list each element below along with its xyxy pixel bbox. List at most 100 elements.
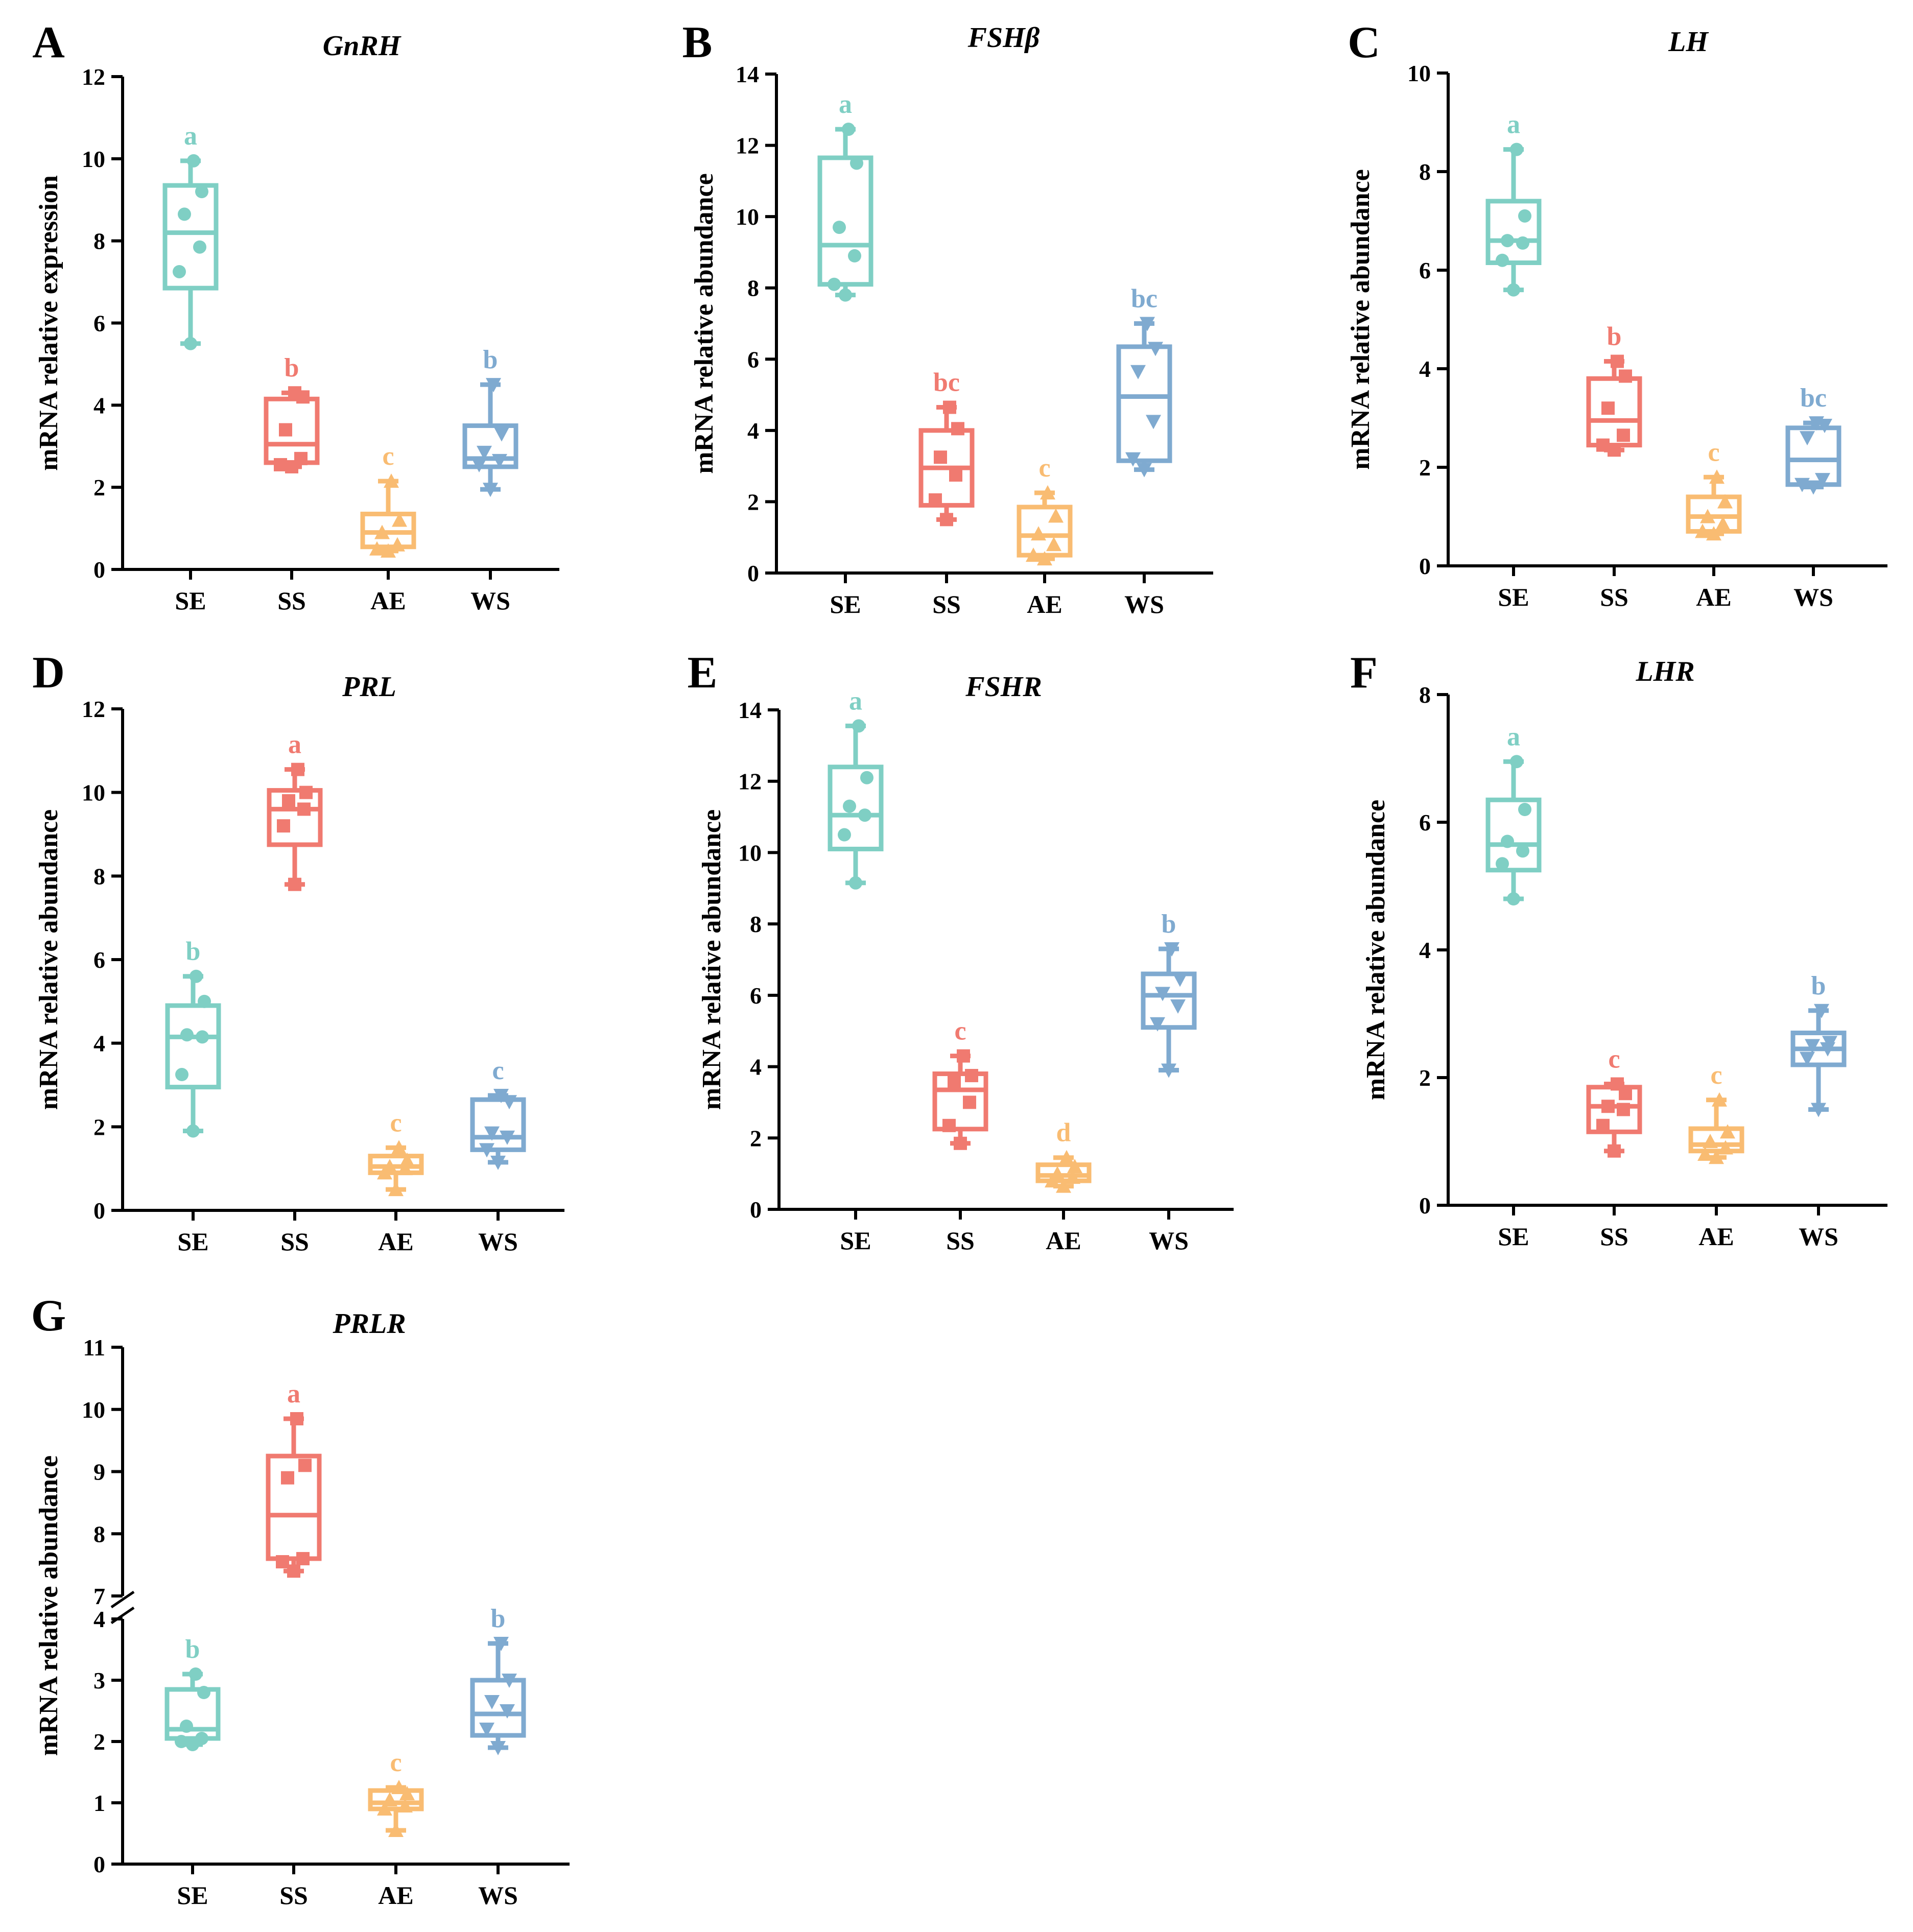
data-point — [1611, 354, 1624, 368]
data-point — [502, 1095, 517, 1110]
data-point — [1065, 1170, 1080, 1184]
panel-letter: D — [32, 648, 65, 698]
data-point — [382, 1792, 397, 1806]
data-point — [1048, 508, 1064, 523]
y-tick-label: 6 — [93, 947, 105, 973]
data-point — [290, 1412, 303, 1426]
box-iqr — [1485, 199, 1542, 266]
box-se: a — [1485, 110, 1542, 297]
chart-title: LH — [1668, 26, 1709, 58]
data-point — [500, 1704, 515, 1719]
data-point — [1170, 999, 1186, 1014]
data-point — [1800, 1052, 1815, 1066]
data-point — [940, 513, 953, 527]
box-ae: c — [368, 1108, 424, 1197]
y-tick-label: 10 — [82, 1397, 105, 1423]
y-tick-label: 12 — [82, 696, 105, 722]
data-point — [294, 451, 308, 465]
box-ws: b — [470, 1604, 526, 1755]
data-point — [1130, 365, 1146, 379]
x-tick-label: AE — [1698, 1222, 1734, 1251]
box-ae: d — [1035, 1118, 1092, 1193]
data-point — [1031, 526, 1046, 541]
data-point — [1146, 415, 1161, 430]
x-tick-label: WS — [1149, 1226, 1189, 1255]
box-se: a — [162, 122, 219, 350]
data-point — [1717, 494, 1733, 509]
x-tick-label: WS — [1793, 583, 1833, 611]
panel-e: E FSHR mRNA relative abundance 0 2 4 6 8 10 12 14 S… — [688, 648, 1234, 1255]
y-axis-label: mRNA relative expression — [34, 175, 63, 471]
data-point — [180, 1028, 194, 1042]
data-point — [486, 378, 501, 393]
data-point — [388, 1182, 404, 1197]
data-point — [1809, 416, 1824, 431]
data-point — [1715, 516, 1731, 531]
x-tick-label: SS — [279, 1881, 308, 1910]
x-tick-label: AE — [1046, 1226, 1081, 1255]
data-point — [175, 1735, 188, 1748]
box-ss: c — [932, 1017, 988, 1150]
x-tick-label: SS — [1600, 1222, 1628, 1251]
box-se: a — [828, 686, 884, 890]
data-point — [1811, 1103, 1826, 1117]
panel-a: A GnRH mRNA relative expression 0 2 4 6 8 10 12 SE… — [32, 18, 559, 615]
data-point — [839, 288, 852, 302]
data-point — [852, 719, 865, 733]
data-point — [1518, 803, 1531, 816]
data-point — [1718, 1140, 1733, 1155]
data-point — [281, 1471, 294, 1485]
data-point — [1695, 523, 1710, 538]
data-point — [1148, 342, 1163, 356]
significance-letter: c — [1708, 438, 1719, 467]
significance-letter: b — [185, 1635, 200, 1664]
significance-letter: a — [1507, 722, 1520, 751]
chart-title: FSHR — [965, 671, 1042, 703]
data-point — [369, 541, 385, 556]
significance-letter: b — [1162, 910, 1176, 939]
data-point — [1608, 1144, 1621, 1158]
data-point — [1056, 1178, 1071, 1193]
y-tick-label: 10 — [738, 840, 762, 866]
data-point — [288, 386, 301, 400]
box-ws: bc — [1116, 284, 1172, 478]
significance-letter: a — [839, 90, 852, 119]
data-point — [196, 1030, 209, 1044]
significance-letter: b — [285, 353, 299, 383]
y-tick-label: 8 — [93, 1521, 105, 1547]
data-point — [828, 277, 841, 291]
y-axis-label: mRNA relative abundance — [697, 809, 726, 1110]
significance-letter: a — [1507, 110, 1520, 139]
panel-f: F LHR mRNA relative abundance 0 2 4 6 8 SE a SS c AE… — [1350, 648, 1887, 1251]
data-point — [1611, 1077, 1624, 1091]
data-point — [502, 1674, 517, 1688]
box-iqr — [1485, 797, 1542, 873]
chart-title: GnRH — [323, 30, 402, 62]
x-tick-label: SS — [946, 1226, 975, 1255]
y-tick-label: 8 — [750, 911, 762, 937]
significance-letter: a — [287, 1379, 300, 1409]
data-point — [388, 1823, 404, 1837]
y-tick-label: 3 — [93, 1667, 105, 1694]
data-point — [1700, 509, 1715, 523]
data-point — [1507, 283, 1520, 297]
data-point — [1510, 142, 1523, 156]
data-point — [1510, 755, 1523, 769]
data-point — [287, 1564, 300, 1578]
data-point — [297, 802, 311, 816]
x-tick-label: SS — [280, 1227, 309, 1256]
data-point — [493, 1088, 509, 1103]
panel-letter: G — [31, 1291, 66, 1341]
significance-letter: c — [1608, 1045, 1620, 1074]
y-axis-label: mRNA relative abundance — [34, 1456, 63, 1756]
chart-title: PRLR — [332, 1308, 406, 1340]
box-iqr — [165, 1003, 221, 1090]
x-tick-label: SE — [1498, 583, 1529, 611]
data-point — [1806, 480, 1821, 495]
y-tick-label: 4 — [1419, 937, 1431, 963]
data-point — [1137, 463, 1152, 478]
data-point — [1800, 431, 1815, 446]
data-point — [1150, 1017, 1165, 1032]
box-ae: c — [360, 442, 416, 558]
y-tick-label: 0 — [93, 1198, 105, 1224]
